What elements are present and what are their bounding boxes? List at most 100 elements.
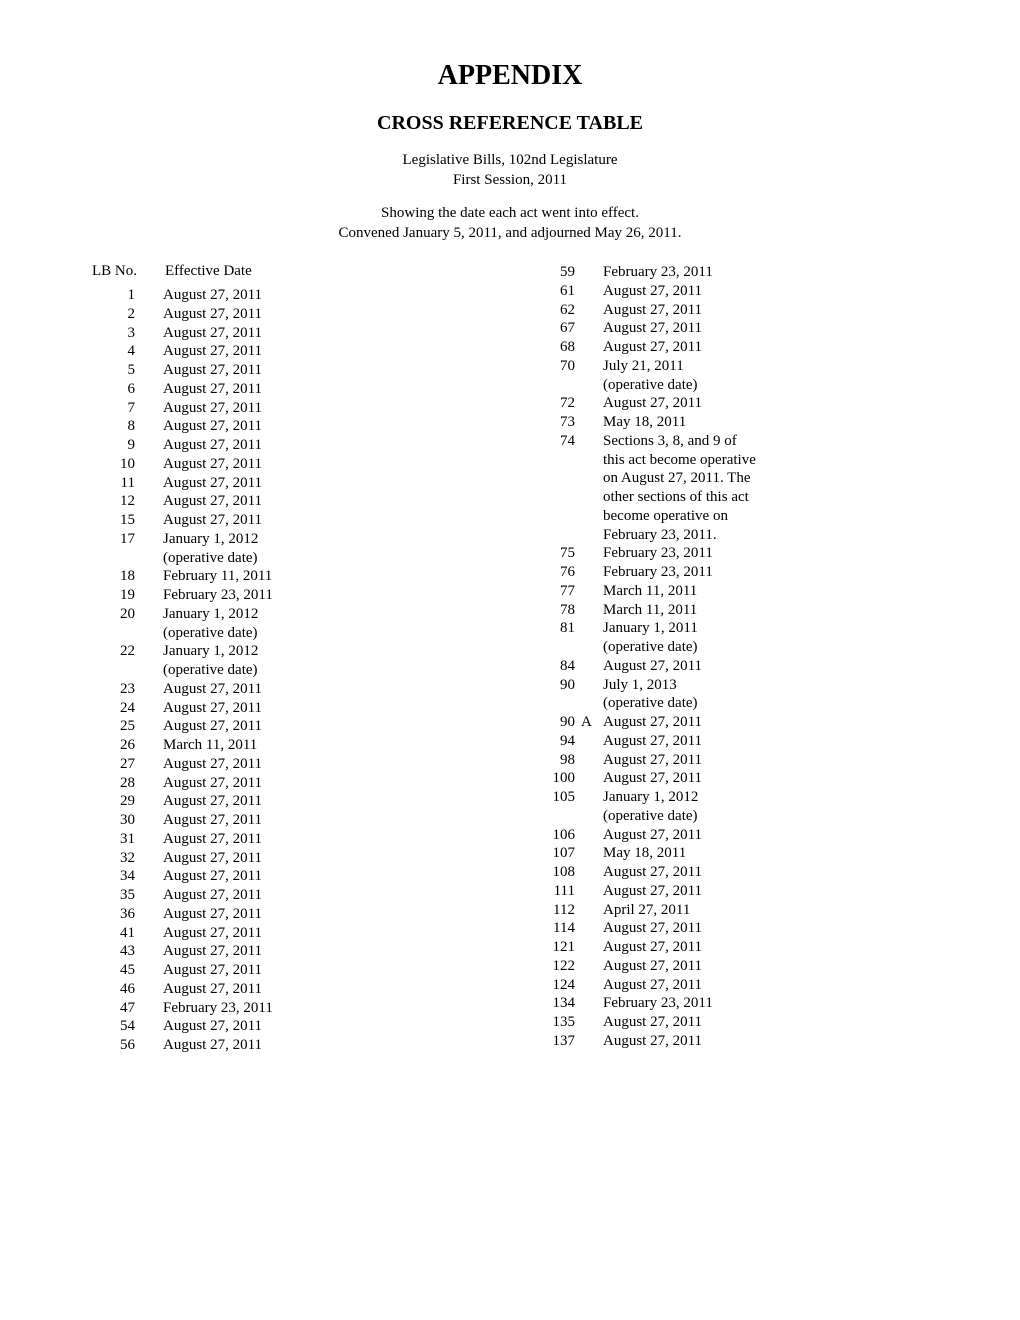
effective-date: February 23, 2011 xyxy=(163,999,490,1018)
lb-suffix xyxy=(581,301,603,320)
effective-date: January 1, 2012 xyxy=(163,530,490,549)
lb-suffix xyxy=(141,811,163,830)
effective-date: February 23, 2011. xyxy=(603,526,930,545)
table-row: 56August 27, 2011 xyxy=(90,1036,490,1055)
table-row: 25August 27, 2011 xyxy=(90,717,490,736)
table-row: 5 August 27, 2011 xyxy=(90,361,490,380)
table-row: 47February 23, 2011 xyxy=(90,999,490,1018)
lb-number: 54 xyxy=(90,1017,141,1036)
effective-date: August 27, 2011 xyxy=(163,1036,490,1055)
lb-suffix xyxy=(141,530,163,549)
lb-number: 5 xyxy=(90,361,141,380)
lb-number xyxy=(530,526,581,545)
lb-suffix xyxy=(581,582,603,601)
table-row: 84August 27, 2011 xyxy=(530,657,930,676)
table-row: 12August 27, 2011 xyxy=(90,492,490,511)
table-row: 46August 27, 2011 xyxy=(90,980,490,999)
table-row: 81January 1, 2011 xyxy=(530,619,930,638)
effective-date: August 27, 2011 xyxy=(163,867,490,886)
lb-number: 77 xyxy=(530,582,581,601)
lb-number xyxy=(90,549,141,568)
lb-number: 75 xyxy=(530,544,581,563)
effective-date: (operative date) xyxy=(163,549,490,568)
lb-number xyxy=(530,638,581,657)
effective-date: August 27, 2011 xyxy=(163,886,490,905)
table-row: (operative date) xyxy=(530,694,930,713)
table-row: 137August 27, 2011 xyxy=(530,1032,930,1051)
table-row: (operative date) xyxy=(530,807,930,826)
effective-date: February 11, 2011 xyxy=(163,567,490,586)
lb-number: 18 xyxy=(90,567,141,586)
table-row: 20January 1, 2012 xyxy=(90,605,490,624)
table-row: 74Sections 3, 8, and 9 of xyxy=(530,432,930,451)
table-row: 8August 27, 2011 xyxy=(90,417,490,436)
effective-date: August 27, 2011 xyxy=(163,455,490,474)
left-column: LB No. Effective Date 1August 27, 20112A… xyxy=(90,263,490,1055)
lb-suffix xyxy=(581,788,603,807)
lb-suffix xyxy=(141,624,163,643)
lb-number: 19 xyxy=(90,586,141,605)
table-row: 68August 27, 2011 xyxy=(530,338,930,357)
lb-number: 67 xyxy=(530,319,581,338)
lb-suffix xyxy=(141,961,163,980)
lb-number: 124 xyxy=(530,976,581,995)
table-row: 106August 27, 2011 xyxy=(530,826,930,845)
lb-number: 84 xyxy=(530,657,581,676)
lb-number: 22 xyxy=(90,642,141,661)
table-row: 9August 27, 2011 xyxy=(90,436,490,455)
lb-number: 43 xyxy=(90,942,141,961)
lb-number: 134 xyxy=(530,994,581,1013)
effective-date: August 27, 2011 xyxy=(163,811,490,830)
effective-date: August 27, 2011 xyxy=(603,919,930,938)
lb-suffix xyxy=(581,394,603,413)
lb-number xyxy=(530,488,581,507)
lb-suffix xyxy=(141,511,163,530)
lb-suffix xyxy=(141,830,163,849)
page-subtitle: CROSS REFERENCE TABLE xyxy=(90,112,930,135)
effective-date: February 23, 2011 xyxy=(603,563,930,582)
lb-suffix xyxy=(581,1032,603,1051)
header-line-3: Showing the date each act went into effe… xyxy=(381,205,639,221)
page-title: APPENDIX xyxy=(90,60,930,92)
table-row: 134February 23, 2011 xyxy=(530,994,930,1013)
table-row: 43 August 27, 2011 xyxy=(90,942,490,961)
lb-suffix xyxy=(581,263,603,282)
lb-suffix xyxy=(581,751,603,770)
lb-number: 107 xyxy=(530,844,581,863)
table-row: 70July 21, 2011 xyxy=(530,357,930,376)
effective-date: April 27, 2011 xyxy=(603,901,930,920)
lb-suffix xyxy=(581,863,603,882)
lb-number: 122 xyxy=(530,957,581,976)
lb-suffix xyxy=(141,305,163,324)
lb-number: 112 xyxy=(530,901,581,920)
lb-number: 12 xyxy=(90,492,141,511)
table-row: 59February 23, 2011 xyxy=(530,263,930,282)
effective-date: August 27, 2011 xyxy=(163,474,490,493)
lb-suffix xyxy=(141,455,163,474)
table-row: February 23, 2011. xyxy=(530,526,930,545)
lb-number: 59 xyxy=(530,263,581,282)
table-row: 121August 27, 2011 xyxy=(530,938,930,957)
lb-number: 1 xyxy=(90,286,141,305)
lb-suffix xyxy=(141,774,163,793)
lb-suffix xyxy=(581,469,603,488)
table-row: 98August 27, 2011 xyxy=(530,751,930,770)
table-row: 108August 27, 2011 xyxy=(530,863,930,882)
table-row: (operative date) xyxy=(90,661,490,680)
lb-suffix xyxy=(581,882,603,901)
lb-suffix xyxy=(141,380,163,399)
table-row: 77March 11, 2011 xyxy=(530,582,930,601)
effective-date: August 27, 2011 xyxy=(603,394,930,413)
table-row: (operative date) xyxy=(90,549,490,568)
table-row: 28August 27, 2011 xyxy=(90,774,490,793)
table-row: 45August 27, 2011 xyxy=(90,961,490,980)
effective-date: August 27, 2011 xyxy=(163,342,490,361)
table-row: 26March 11, 2011 xyxy=(90,736,490,755)
effective-date: August 27, 2011 xyxy=(163,942,490,961)
effective-date: August 27, 2011 xyxy=(163,361,490,380)
table-row: 75February 23, 2011 xyxy=(530,544,930,563)
effective-date: August 27, 2011 xyxy=(163,792,490,811)
lb-suffix xyxy=(581,844,603,863)
table-row: 100August 27, 2011 xyxy=(530,769,930,788)
lb-number: 29 xyxy=(90,792,141,811)
